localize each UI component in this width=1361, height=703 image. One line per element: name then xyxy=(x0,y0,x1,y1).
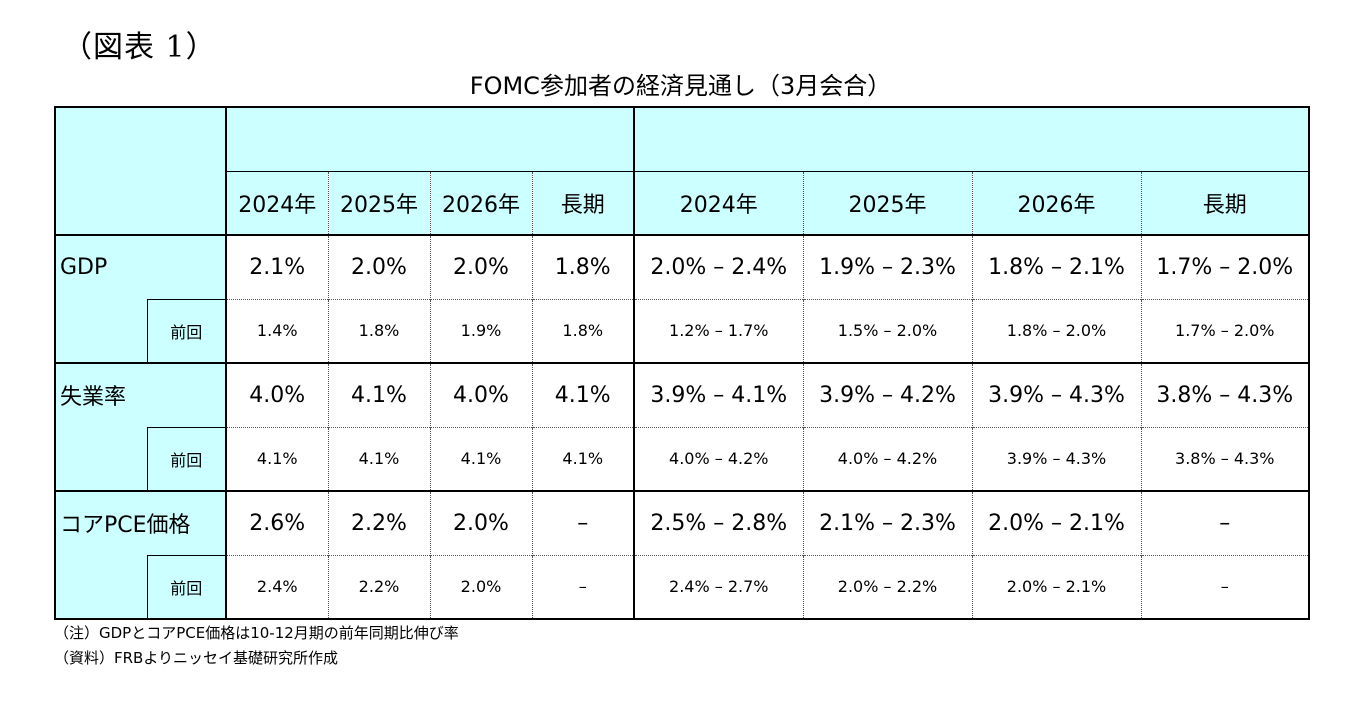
range-cell: 4.0% – 4.2% xyxy=(634,426,803,491)
value-cell: 2.0% xyxy=(429,490,532,555)
range-cell: 3.8% – 4.3% xyxy=(1140,362,1310,427)
row-label-spacer xyxy=(54,427,147,491)
range-cell: 1.8% – 2.1% xyxy=(971,234,1141,299)
source-note: （資料）FRBよりニッセイ基礎研究所作成 xyxy=(54,649,339,667)
range-cell: 2.1% – 2.3% xyxy=(802,490,972,555)
value-cell: 4.1% xyxy=(226,426,328,491)
table-row-previous: 前回 2.4% 2.2% 2.0% – 2.4% – 2.7% 2.0% – 2… xyxy=(54,554,1310,620)
range-cell: – xyxy=(1140,490,1310,555)
value-cell: 4.0% xyxy=(226,362,328,427)
table-row: コアPCE価格 2.6% 2.2% 2.0% – 2.5% – 2.8% 2.1… xyxy=(54,490,1310,555)
previous-label: 前回 xyxy=(146,298,227,363)
table-row-previous: 前回 1.4% 1.8% 1.9% 1.8% 1.2% – 1.7% 1.5% … xyxy=(54,298,1310,363)
row-label-gdp: GDP xyxy=(54,234,227,299)
col-header: 長期 xyxy=(1140,170,1310,235)
col-header: 2024年 xyxy=(634,170,803,235)
value-cell: 1.8% xyxy=(531,298,635,363)
header-row-years: 2024年 2025年 2026年 長期 2024年 2025年 2026年 長… xyxy=(55,170,1310,235)
range-cell: 2.4% – 2.7% xyxy=(634,554,803,620)
row-label-spacer xyxy=(54,555,147,620)
range-cell: 3.8% – 4.3% xyxy=(1140,426,1310,491)
range-cell: 3.9% – 4.3% xyxy=(971,426,1141,491)
table-row-previous: 前回 4.1% 4.1% 4.1% 4.1% 4.0% – 4.2% 4.0% … xyxy=(54,426,1310,491)
value-cell: 4.1% xyxy=(429,426,532,491)
value-cell: 1.4% xyxy=(226,298,328,363)
value-cell: 4.1% xyxy=(327,362,430,427)
header-group-range xyxy=(634,106,1310,171)
range-cell: 1.5% – 2.0% xyxy=(802,298,972,363)
col-header: 2026年 xyxy=(971,170,1141,235)
forecast-table: 2024年 2025年 2026年 長期 2024年 2025年 2026年 長… xyxy=(54,106,1310,620)
value-cell: 2.2% xyxy=(327,554,430,620)
value-cell: 4.0% xyxy=(429,362,532,427)
value-cell: 2.1% xyxy=(226,234,328,299)
col-header: 2025年 xyxy=(327,170,430,235)
range-cell: 2.0% – 2.2% xyxy=(802,554,972,620)
previous-label: 前回 xyxy=(146,554,227,620)
previous-label: 前回 xyxy=(146,426,227,491)
value-cell: 2.2% xyxy=(327,490,430,555)
value-cell: 2.4% xyxy=(226,554,328,620)
value-cell: 1.8% xyxy=(531,234,635,299)
range-cell: 2.5% – 2.8% xyxy=(634,490,803,555)
footnote: （注）GDPとコアPCE価格は10-12月期の前年同期比伸び率 xyxy=(54,624,459,642)
value-cell: 2.0% xyxy=(429,554,532,620)
range-cell: 3.9% – 4.2% xyxy=(802,362,972,427)
header-corner-cell xyxy=(54,106,227,235)
value-cell: 2.0% xyxy=(327,234,430,299)
col-header: 長期 xyxy=(531,170,635,235)
range-cell: 1.7% – 2.0% xyxy=(1140,298,1310,363)
col-header: 2025年 xyxy=(802,170,972,235)
figure-label: （図表 1） xyxy=(62,30,217,65)
value-cell: 2.0% xyxy=(429,234,532,299)
range-cell: 2.0% – 2.1% xyxy=(971,490,1141,555)
range-cell: 1.8% – 2.0% xyxy=(971,298,1141,363)
table-row: GDP 2.1% 2.0% 2.0% 1.8% 2.0% – 2.4% 1.9%… xyxy=(54,234,1310,299)
range-cell: 3.9% – 4.1% xyxy=(634,362,803,427)
range-cell: – xyxy=(1140,554,1310,620)
range-cell: 2.0% – 2.4% xyxy=(634,234,803,299)
value-cell: 1.8% xyxy=(327,298,430,363)
row-label-unemployment: 失業率 xyxy=(54,362,227,427)
header-row-top xyxy=(54,106,1310,235)
value-cell: – xyxy=(531,554,635,620)
col-header: 2026年 xyxy=(429,170,532,235)
value-cell: 4.1% xyxy=(327,426,430,491)
row-label-core-pce: コアPCE価格 xyxy=(54,490,227,555)
row-label-spacer xyxy=(54,299,147,363)
table-row: 失業率 4.0% 4.1% 4.0% 4.1% 3.9% – 4.1% 3.9%… xyxy=(54,362,1310,427)
value-cell: 2.6% xyxy=(226,490,328,555)
range-cell: 4.0% – 4.2% xyxy=(802,426,972,491)
range-cell: 3.9% – 4.3% xyxy=(971,362,1141,427)
value-cell: 4.1% xyxy=(531,426,635,491)
range-cell: 1.9% – 2.3% xyxy=(802,234,972,299)
value-cell: 1.9% xyxy=(429,298,532,363)
range-cell: 2.0% – 2.1% xyxy=(971,554,1141,620)
header-group-median xyxy=(226,106,635,171)
range-cell: 1.2% – 1.7% xyxy=(634,298,803,363)
table-title: FOMC参加者の経済見通し（3月会合） xyxy=(469,72,892,100)
value-cell: – xyxy=(531,490,635,555)
col-header: 2024年 xyxy=(226,170,328,235)
range-cell: 1.7% – 2.0% xyxy=(1140,234,1310,299)
value-cell: 4.1% xyxy=(531,362,635,427)
